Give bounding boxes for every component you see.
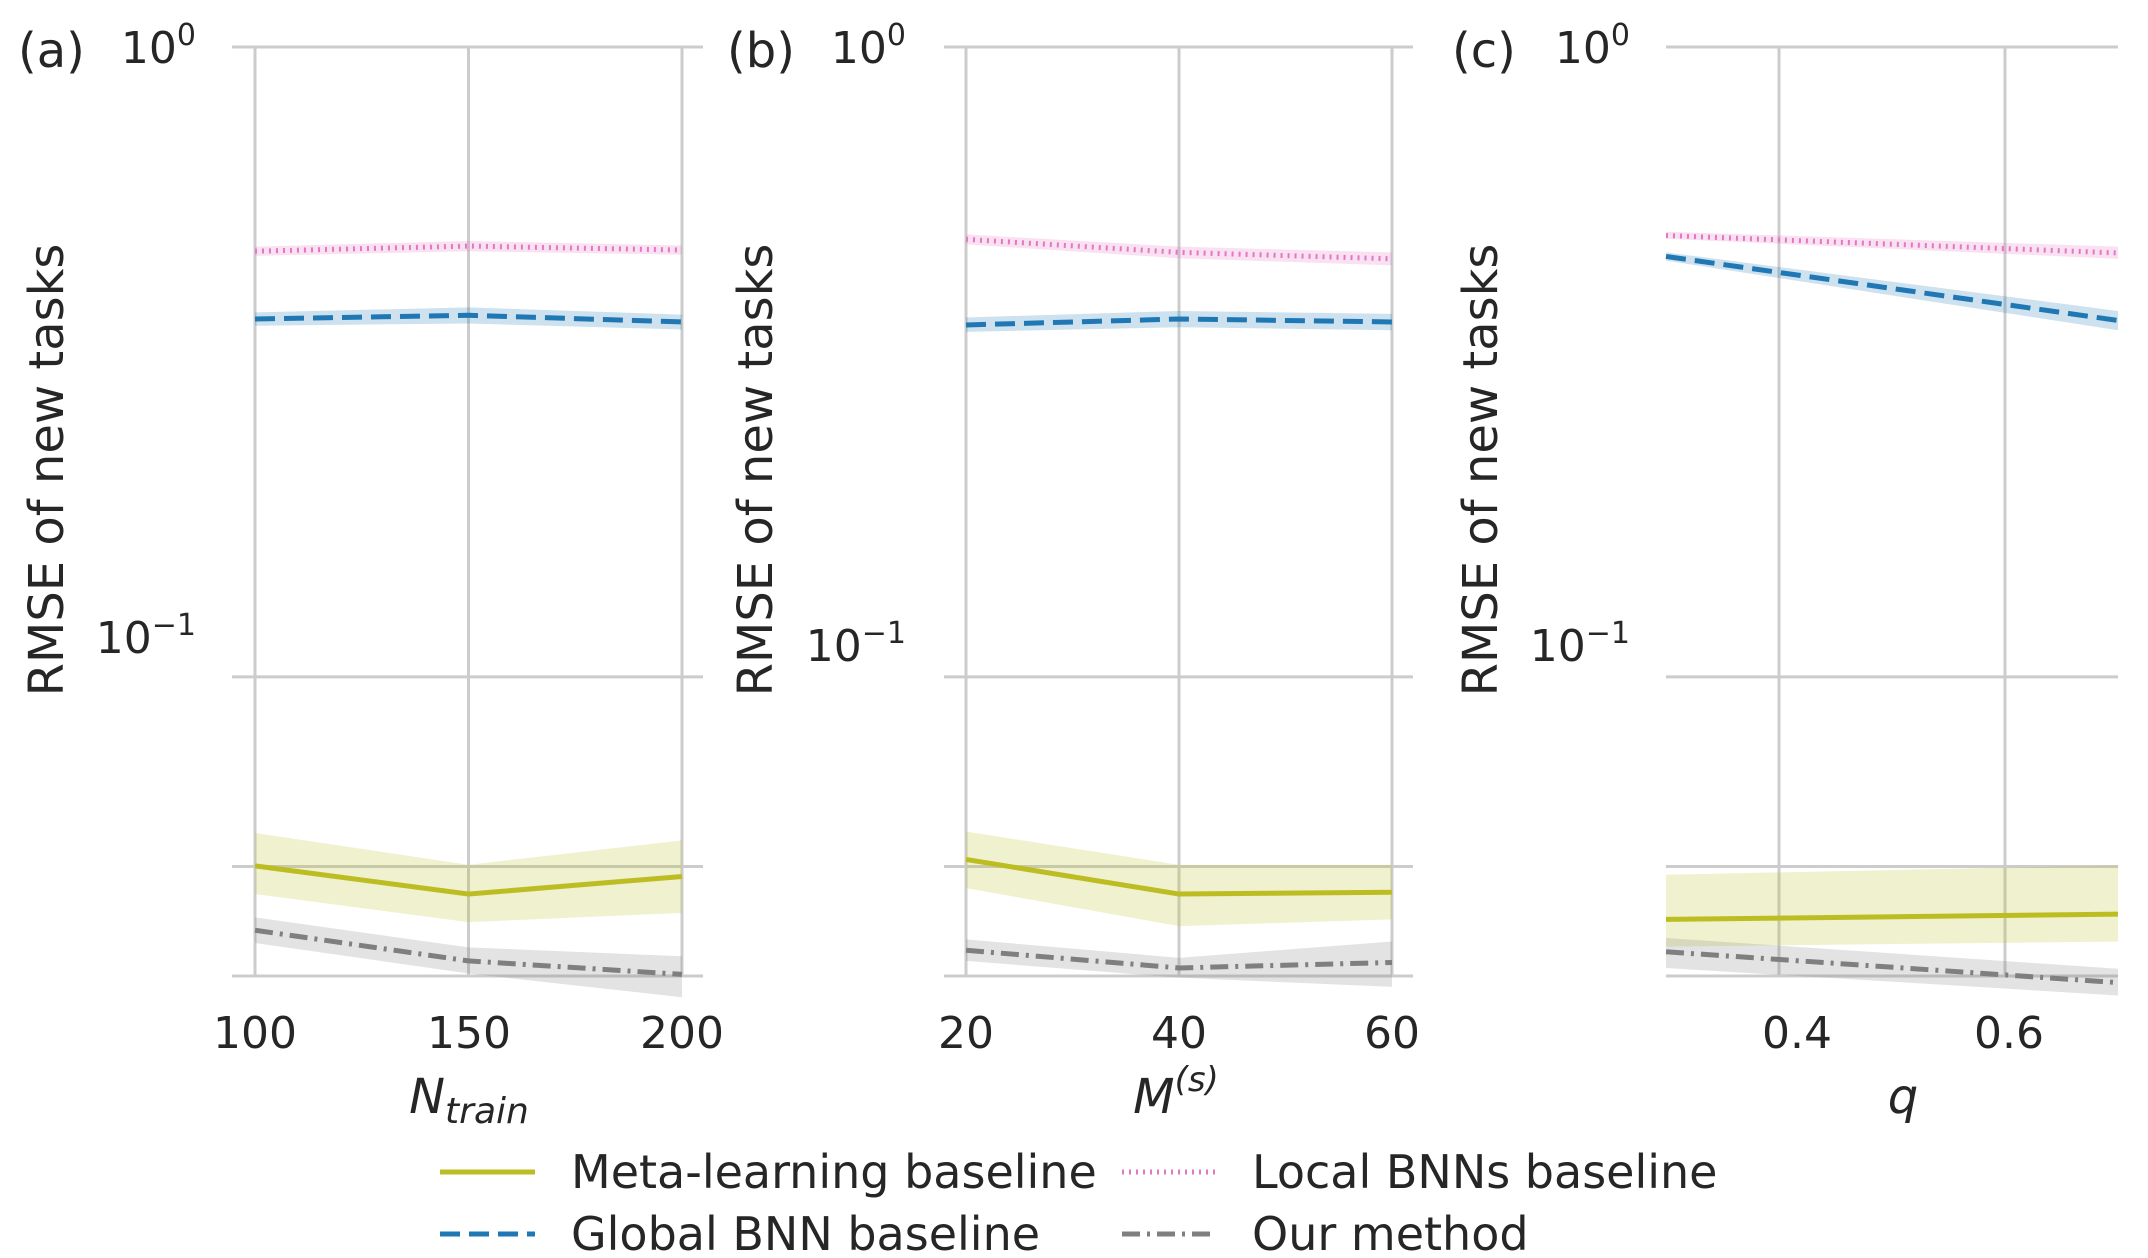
band-local [966, 234, 1392, 266]
x-axis-title: M(s) [1133, 1060, 1219, 1125]
legend-label-ours: Our method [1252, 1207, 1529, 1258]
y-axis-title: RMSE of new tasks [19, 244, 75, 697]
band-meta [1666, 865, 2118, 947]
x-tick-label: 100 [213, 1008, 297, 1059]
legend: Meta-learning baseline Local BNNs baseli… [440, 1145, 1717, 1258]
y-tick-label-major: 100 [831, 18, 906, 74]
panel-label: (a) [18, 23, 85, 79]
series-line-ours [1665, 949, 2119, 986]
y-tick-label-major: 100 [1555, 18, 1630, 74]
panel-b: (b) 100 10−1 20 40 60 M(s) RMSE of new t… [727, 18, 1420, 1125]
y-axis-title: RMSE of new tasks [1453, 244, 1509, 697]
y-tick-label-minor: 10−1 [1530, 616, 1630, 672]
x-tick-label: 200 [640, 1008, 724, 1059]
band-meta [966, 831, 1392, 927]
x-tick-label: 60 [1364, 1008, 1420, 1059]
y-tick-label-major: 100 [121, 18, 196, 74]
x-tick-label: 0.6 [1974, 1008, 2044, 1059]
band-local [255, 241, 682, 256]
x-tick-label: 20 [938, 1008, 994, 1059]
series-line-meta [254, 863, 683, 897]
panel-label: (b) [727, 23, 795, 79]
y-axis-title: RMSE of new tasks [728, 244, 784, 697]
series-line-ours [254, 927, 683, 977]
x-axis-title: q [1888, 1069, 1918, 1125]
legend-label-global: Global BNN baseline [571, 1207, 1040, 1258]
x-tick-label: 0.4 [1762, 1008, 1832, 1059]
panel-a: (a) 100 10−1 100 150 200 Ntrain RMSE of … [18, 18, 724, 1132]
legend-label-meta: Meta-learning baseline [571, 1145, 1097, 1199]
panel-c: (c) 100 10−1 0.4 0.6 q RMSE of new tasks [1452, 18, 2119, 1125]
band-local [1666, 231, 2118, 259]
series-line-global [965, 316, 1393, 328]
series-line-meta [965, 856, 1393, 897]
series-line-global [1665, 253, 2119, 323]
x-tick-label: 40 [1151, 1008, 1207, 1059]
legend-label-local: Local BNNs baseline [1252, 1145, 1717, 1199]
band-meta [255, 833, 682, 923]
series-line-local [254, 243, 683, 254]
series-line-meta [1665, 911, 2119, 922]
band-ours [966, 939, 1392, 987]
series-line-global [254, 312, 683, 325]
series-line-ours [965, 947, 1393, 971]
band-ours [255, 917, 682, 998]
band-global [1666, 252, 2118, 331]
series-line-local [965, 236, 1393, 262]
panel-label: (c) [1452, 23, 1516, 79]
y-tick-label-minor: 10−1 [806, 616, 906, 672]
x-tick-label: 150 [427, 1008, 511, 1059]
band-global [255, 307, 682, 330]
y-tick-label-minor: 10−1 [96, 608, 196, 664]
x-axis-title: Ntrain [409, 1069, 529, 1132]
